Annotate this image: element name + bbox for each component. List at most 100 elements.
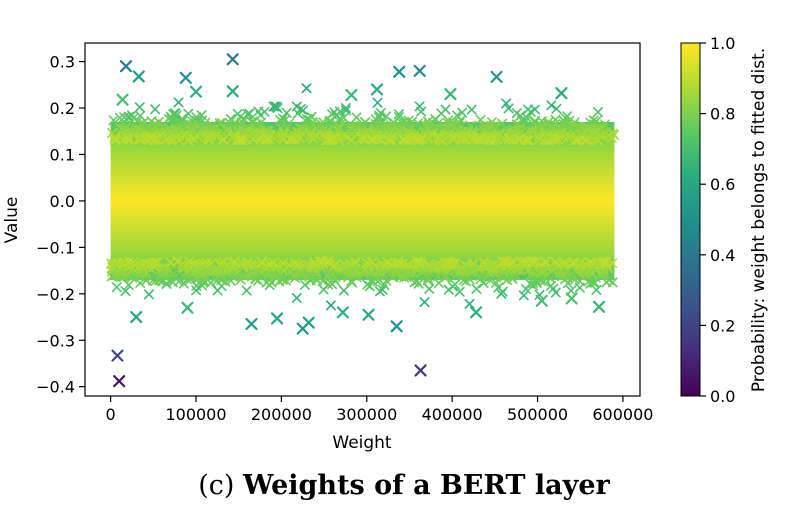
outlier-point xyxy=(413,64,426,77)
data-point xyxy=(196,110,207,121)
data-point xyxy=(134,268,145,279)
data-point xyxy=(449,120,460,131)
data-point xyxy=(210,272,221,283)
data-point xyxy=(173,124,184,135)
data-point xyxy=(327,279,338,290)
data-point xyxy=(584,276,595,287)
data-point xyxy=(588,128,599,139)
data-point xyxy=(533,130,544,141)
data-point xyxy=(597,123,608,134)
colorbar-tick-label: 0.6 xyxy=(710,175,735,194)
data-point xyxy=(413,135,424,146)
data-point xyxy=(475,114,486,125)
data-point xyxy=(301,116,312,127)
data-point xyxy=(558,119,569,130)
data-point xyxy=(111,282,122,293)
data-point xyxy=(434,132,445,143)
data-point xyxy=(202,130,213,141)
data-point xyxy=(458,133,469,144)
data-point xyxy=(443,284,454,295)
data-point xyxy=(529,104,540,115)
data-point xyxy=(266,277,277,288)
data-point xyxy=(442,122,453,133)
data-point xyxy=(295,267,306,278)
data-point xyxy=(585,278,596,289)
data-point xyxy=(497,286,508,297)
data-point xyxy=(237,258,248,269)
data-point xyxy=(402,267,413,278)
dense-band xyxy=(110,121,615,280)
data-point xyxy=(538,276,549,287)
data-point xyxy=(566,285,577,296)
data-point xyxy=(387,272,398,283)
data-point xyxy=(588,115,599,126)
data-point xyxy=(413,258,424,269)
data-point xyxy=(429,260,440,271)
data-point xyxy=(338,112,349,123)
data-point xyxy=(189,258,200,269)
data-point xyxy=(381,111,392,122)
outlier-point xyxy=(189,85,203,98)
data-point xyxy=(201,265,212,276)
outlier-point xyxy=(226,85,239,98)
data-point xyxy=(301,83,312,94)
y-tick-label: 0.2 xyxy=(50,99,75,118)
data-point xyxy=(238,125,249,136)
y-tick-label: 0.0 xyxy=(50,192,75,211)
data-point xyxy=(241,285,252,296)
data-point xyxy=(185,126,196,137)
data-point xyxy=(372,97,383,108)
data-point xyxy=(276,116,287,127)
data-point xyxy=(404,267,415,278)
data-point xyxy=(323,134,334,145)
data-point xyxy=(373,266,384,277)
data-point xyxy=(501,98,512,109)
outlier-point xyxy=(393,65,406,78)
data-point xyxy=(184,256,195,267)
data-point xyxy=(340,103,351,114)
data-point xyxy=(526,126,537,137)
outlier-point xyxy=(130,310,143,324)
data-point xyxy=(540,256,551,267)
data-point xyxy=(325,300,336,311)
data-point xyxy=(348,267,359,278)
data-point xyxy=(550,256,561,267)
data-point xyxy=(281,107,292,118)
data-point xyxy=(137,264,148,275)
data-point xyxy=(495,271,506,282)
data-point xyxy=(197,280,208,291)
data-point xyxy=(265,262,276,273)
data-point xyxy=(277,131,288,142)
data-point xyxy=(284,134,295,145)
data-point xyxy=(380,124,391,135)
data-point xyxy=(393,258,404,269)
data-point xyxy=(162,133,173,144)
y-tick-label: 0.1 xyxy=(50,145,75,164)
outlier-point xyxy=(336,306,349,319)
data-point xyxy=(324,267,335,278)
data-point xyxy=(150,104,161,115)
data-point xyxy=(397,118,408,129)
scatter-chart: 0 100000 200000 300000 400000 500000 600000 −0… xyxy=(2,34,769,453)
data-point xyxy=(134,132,145,143)
data-point xyxy=(568,129,579,140)
outlier-point xyxy=(390,320,403,333)
data-point xyxy=(155,130,166,141)
x-tick-label: 600000 xyxy=(592,405,653,424)
data-point xyxy=(607,128,618,139)
data-point xyxy=(149,257,160,268)
data-point xyxy=(131,123,142,134)
data-point xyxy=(512,124,523,135)
data-point xyxy=(419,297,430,308)
data-point xyxy=(314,120,325,131)
outlier-point xyxy=(565,292,578,305)
data-point xyxy=(569,274,580,285)
data-point xyxy=(491,277,502,288)
x-tick-label: 200000 xyxy=(251,405,312,424)
data-point xyxy=(334,270,345,281)
data-point xyxy=(135,110,146,121)
data-point xyxy=(487,263,498,274)
data-point xyxy=(464,298,475,309)
data-point xyxy=(573,121,584,132)
data-point xyxy=(305,131,316,142)
